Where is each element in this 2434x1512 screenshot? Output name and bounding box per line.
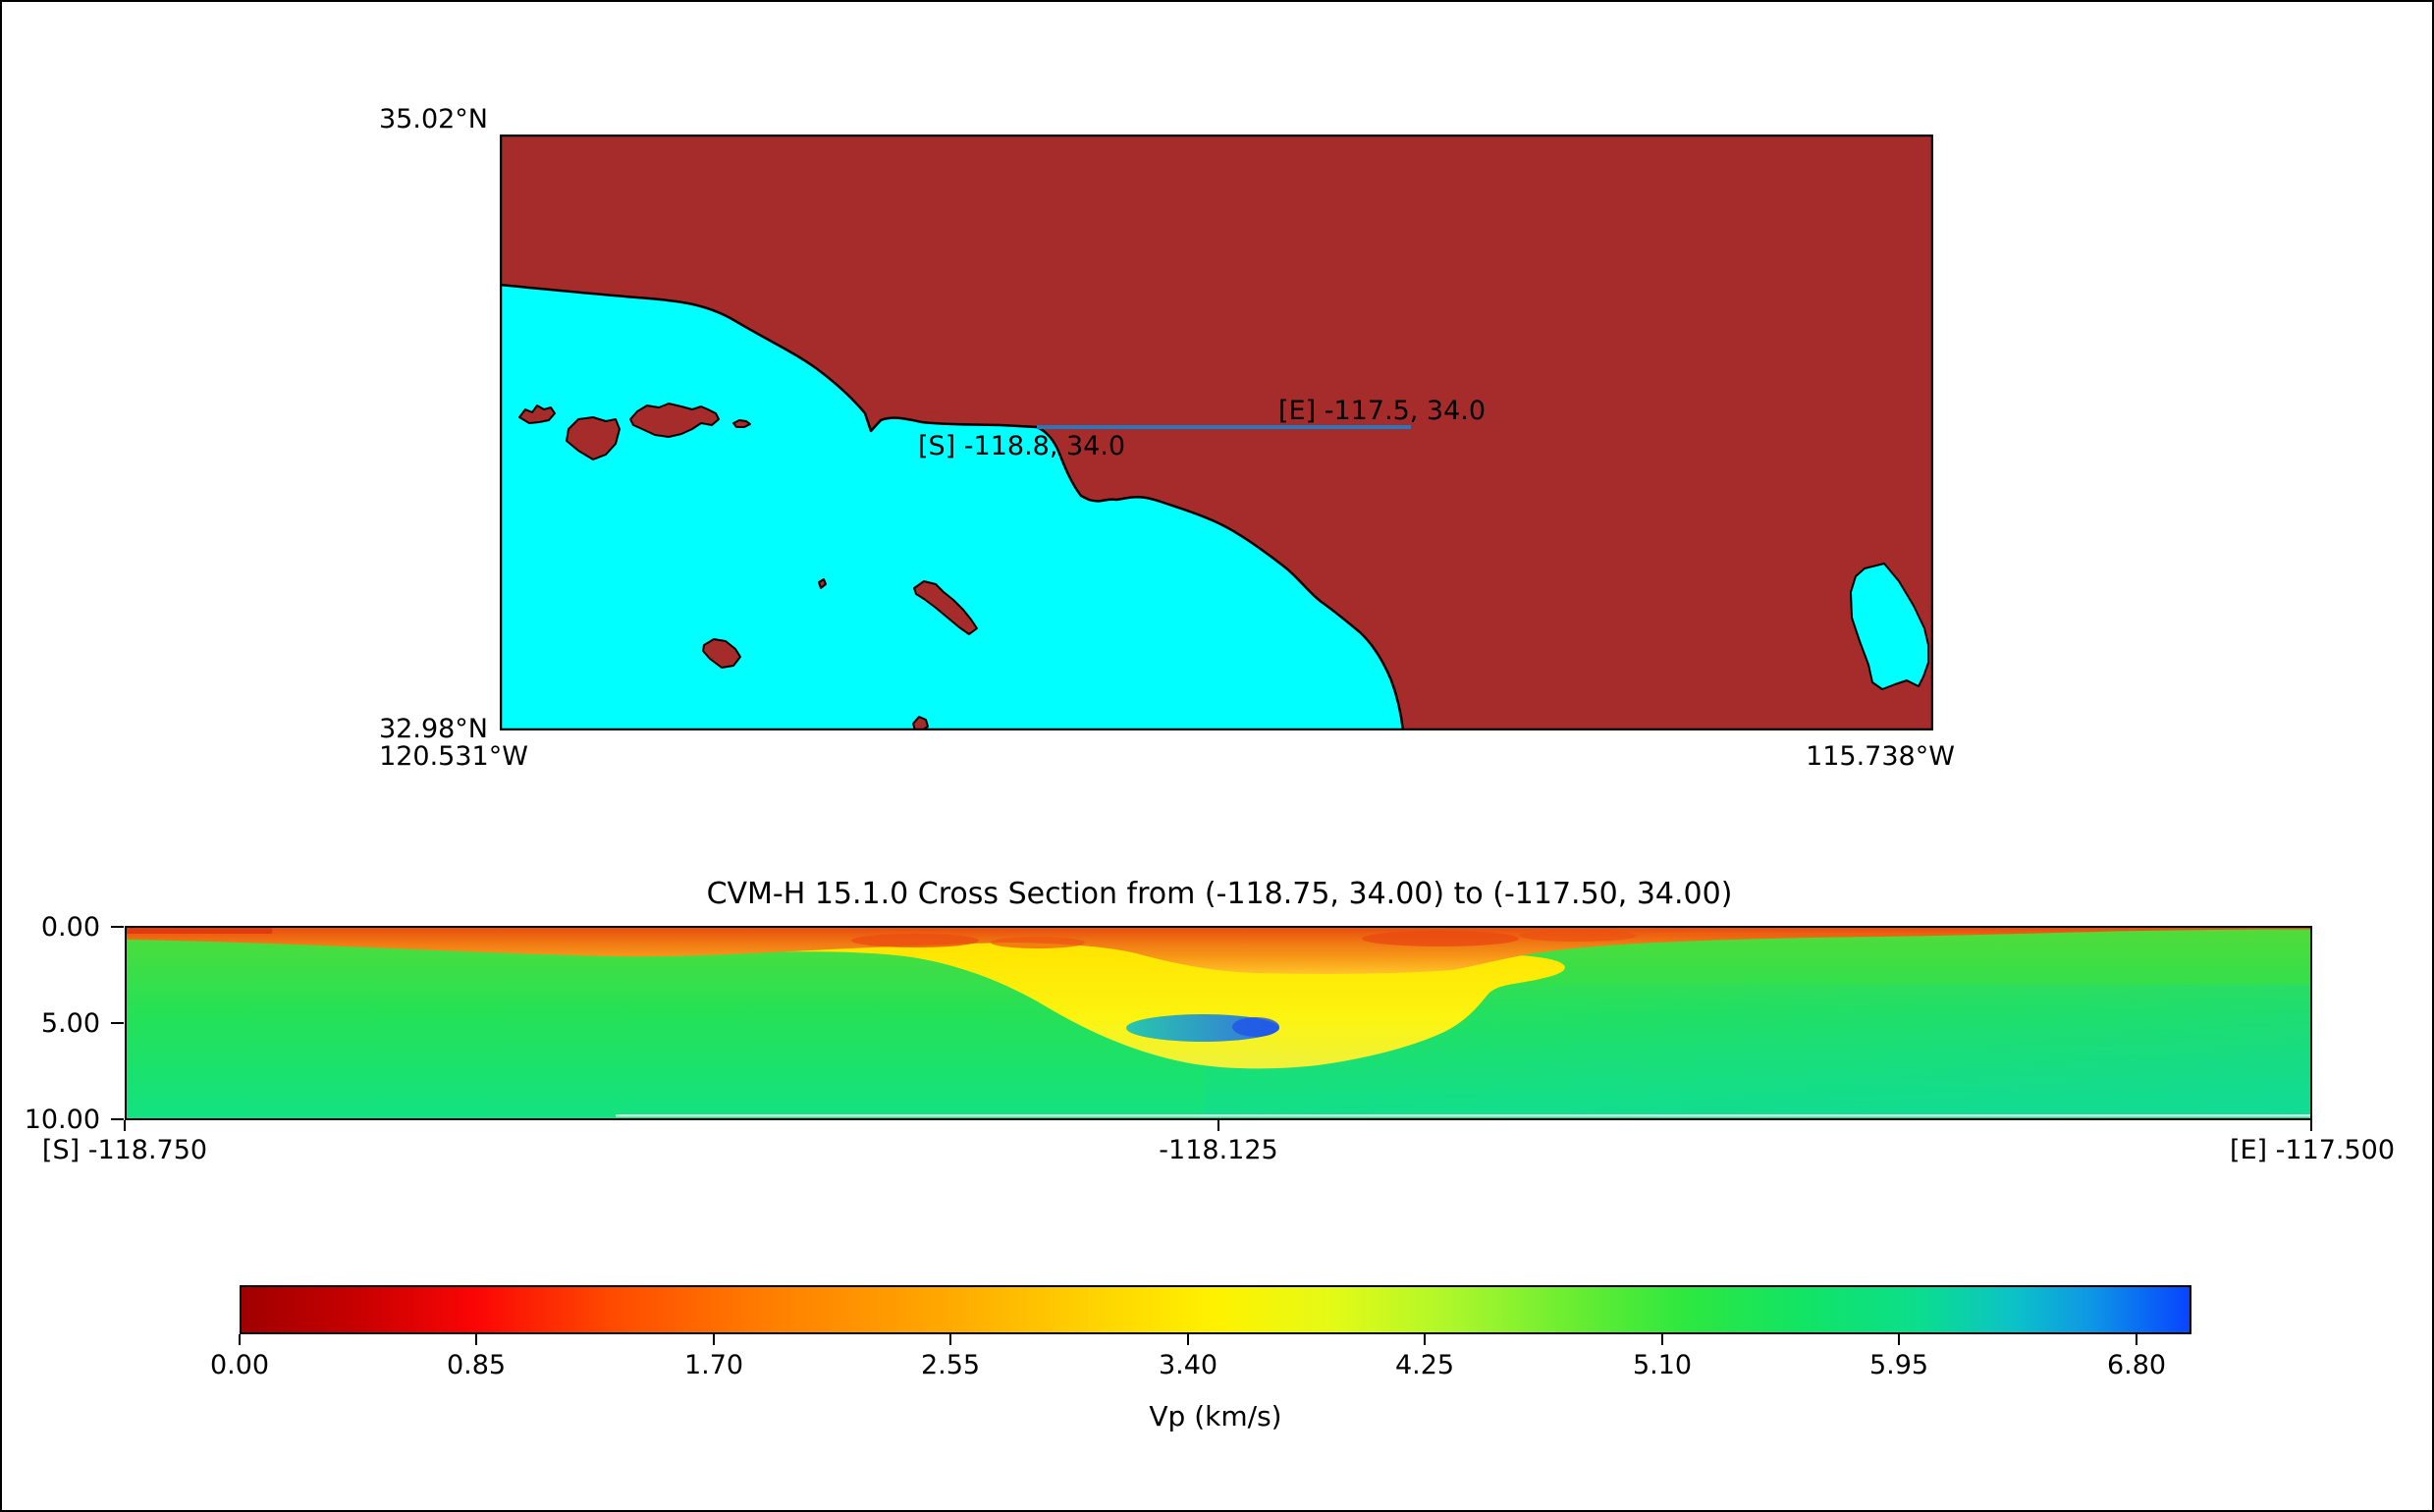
- cb-label-5: 4.25: [1394, 1350, 1455, 1380]
- cross-section-title: CVM-H 15.1.0 Cross Section from (-118.75…: [706, 877, 1733, 911]
- heatmap-red-patch: [1362, 931, 1519, 946]
- map-border: [500, 135, 1933, 730]
- cb-tick-6: [1661, 1334, 1663, 1345]
- cb-tick-1: [475, 1334, 477, 1345]
- map-transect-end-label: [E] -117.5, 34.0: [1278, 396, 1487, 426]
- cb-label-2: 1.70: [683, 1350, 744, 1380]
- cs-depth-label-10: 10.00: [24, 1105, 100, 1135]
- cb-label-7: 5.95: [1868, 1350, 1929, 1380]
- heatmap-light-bottom-line: [616, 1114, 2312, 1117]
- heatmap-surface-layer: [125, 926, 2312, 974]
- cross-section-border: [125, 926, 2312, 1120]
- cs-ytick-10: [111, 1118, 124, 1120]
- colorbar-axis-label: Vp (km/s): [1149, 1400, 1282, 1432]
- heatmap-red-patch: [991, 937, 1085, 948]
- cb-label-1: 0.85: [446, 1350, 507, 1380]
- cs-ytick-5: [111, 1022, 124, 1024]
- cs-depth-label-0: 0.00: [40, 912, 100, 943]
- heatmap-red-patch-left: [125, 926, 272, 934]
- map-lat-top-label: 35.02°N: [379, 104, 488, 135]
- cs-xtick-start: [124, 1120, 126, 1131]
- cs-distance-label-end: [E] -117.500: [2229, 1135, 2396, 1165]
- map-salton-sea: [1850, 563, 1929, 690]
- heatmap-blue-lens-core: [1232, 1017, 1279, 1037]
- cb-tick-4: [1187, 1334, 1189, 1345]
- heatmap-red-patch: [1519, 930, 1637, 942]
- cb-tick-3: [949, 1334, 951, 1345]
- colorbar-gradient: [240, 1285, 2191, 1334]
- cs-distance-label-mid: -118.125: [1159, 1135, 1278, 1165]
- map-land-coastline: [500, 135, 1933, 730]
- map-svg: [500, 135, 1933, 730]
- map-lat-bottom-label: 32.98°N: [379, 714, 488, 744]
- cb-label-8: 6.80: [2106, 1350, 2167, 1380]
- cs-xtick-end: [2310, 1120, 2312, 1131]
- cs-depth-label-5: 5.00: [40, 1008, 100, 1039]
- cs-xtick-mid: [1217, 1120, 1219, 1131]
- heatmap-red-patch: [851, 934, 979, 947]
- cross-section-heatmap: [125, 926, 2312, 1120]
- map-transect-start-label: [S] -118.8, 34.0: [918, 431, 1126, 461]
- cb-label-0: 0.00: [209, 1350, 270, 1380]
- cb-tick-8: [2136, 1334, 2137, 1345]
- cs-distance-label-start: [S] -118.750: [41, 1135, 208, 1165]
- cb-tick-5: [1424, 1334, 1426, 1345]
- map-lon-right-label: 115.738°W: [1806, 741, 1955, 772]
- cb-tick-0: [239, 1334, 241, 1345]
- map-islands: [518, 403, 978, 730]
- map-lon-left-label: 120.531°W: [379, 741, 528, 772]
- cb-label-6: 5.10: [1632, 1350, 1693, 1380]
- cb-tick-7: [1898, 1334, 1900, 1345]
- cs-ytick-0: [111, 926, 124, 928]
- cb-tick-2: [713, 1334, 715, 1345]
- cb-label-4: 3.40: [1158, 1350, 1218, 1380]
- cb-label-3: 2.55: [920, 1350, 981, 1380]
